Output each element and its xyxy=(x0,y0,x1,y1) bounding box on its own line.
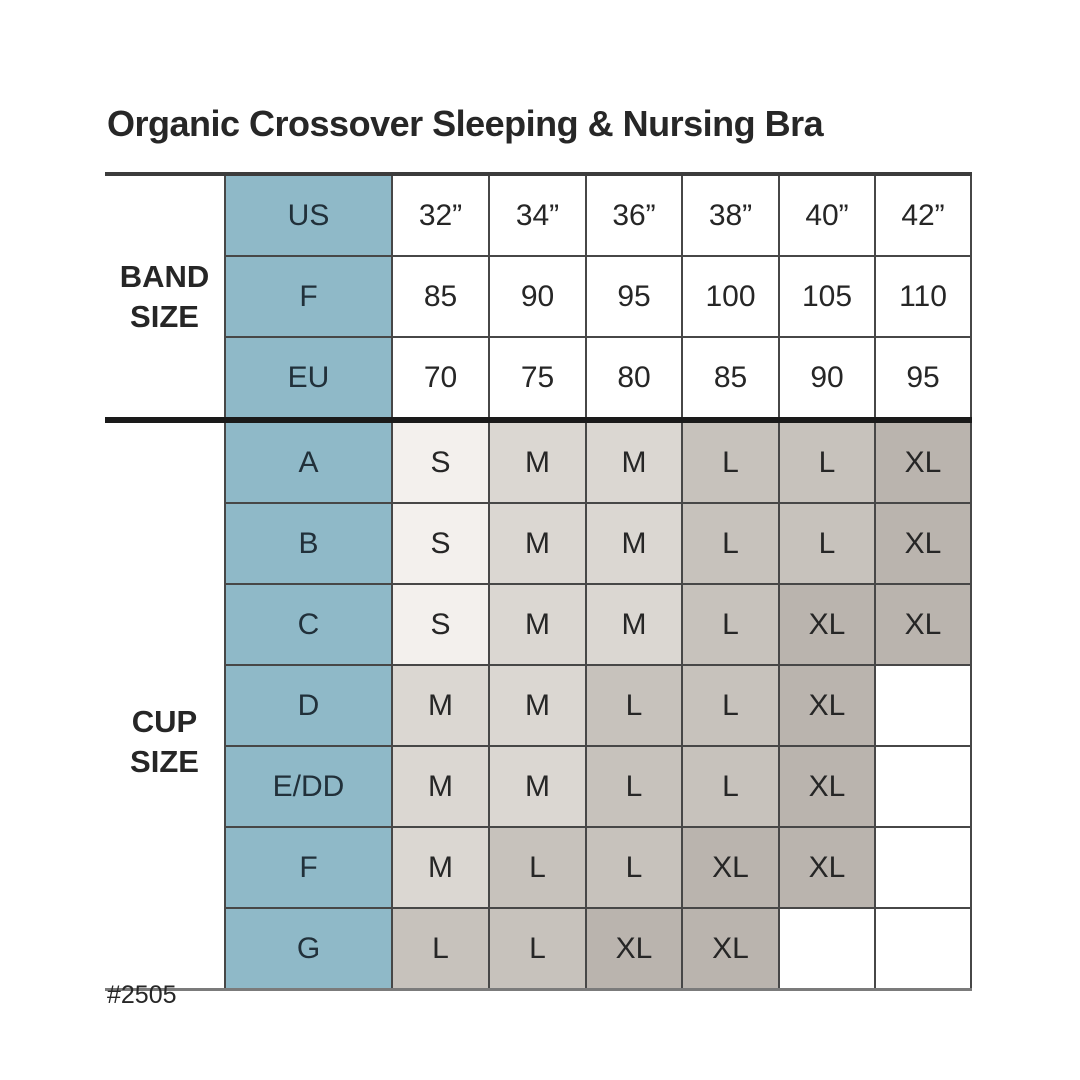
band-value-cell: 95 xyxy=(585,255,683,338)
row-label-cell: E/DD xyxy=(224,745,393,828)
cup-size-cell: M xyxy=(488,664,587,747)
band-value-cell: 95 xyxy=(874,336,972,421)
cup-size-cell: L xyxy=(681,417,780,504)
cup-size-cell xyxy=(778,907,876,991)
cup-size-cell: L xyxy=(585,664,683,747)
cup-size-cell: L xyxy=(585,826,683,909)
cup-size-cell: M xyxy=(488,417,587,504)
cup-size-cell: L xyxy=(681,745,780,828)
band-value-cell: 70 xyxy=(391,336,490,421)
cup-size-cell: M xyxy=(585,583,683,666)
cup-size-cell: XL xyxy=(778,745,876,828)
cup-size-cell: L xyxy=(488,907,587,991)
cup-size-cell: S xyxy=(391,583,490,666)
cup-size-cell: XL xyxy=(778,664,876,747)
band-value-cell: 75 xyxy=(488,336,587,421)
band-value-cell: 85 xyxy=(681,336,780,421)
row-label-cell: F xyxy=(224,826,393,909)
cup-size-cell: M xyxy=(585,502,683,585)
cup-row-f: F M L L XL XL xyxy=(105,826,972,909)
cup-size-cell: L xyxy=(391,907,490,991)
row-label-cell: US xyxy=(224,173,393,257)
band-row-eu: EU 70 75 80 85 90 95 xyxy=(105,336,972,421)
cup-size-cell xyxy=(874,745,972,828)
size-chart-table: BAND SIZE US 32” 34” 36” 38” 40” 42” F 8… xyxy=(105,172,972,991)
cup-size-cell xyxy=(874,664,972,747)
band-value-cell: 34” xyxy=(488,173,587,257)
band-value-cell: 40” xyxy=(778,173,876,257)
row-label-cell: G xyxy=(224,907,393,991)
cup-row-a: CUP SIZE A S M M L L XL xyxy=(105,417,972,990)
cup-size-cell: XL xyxy=(681,826,780,909)
row-label-cell: A xyxy=(224,417,393,504)
cup-size-cell: M xyxy=(488,502,587,585)
row-label-cell: D xyxy=(224,664,393,747)
cup-size-cell: L xyxy=(778,502,876,585)
row-label-cell: C xyxy=(224,583,393,666)
cup-size-cell: XL xyxy=(681,907,780,991)
band-value-cell: 85 xyxy=(391,255,490,338)
band-value-cell: 90 xyxy=(778,336,876,421)
cup-size-cell: M xyxy=(488,745,587,828)
cup-size-cell: XL xyxy=(585,907,683,991)
cup-size-cell: L xyxy=(681,664,780,747)
page-title: Organic Crossover Sleeping & Nursing Bra xyxy=(107,103,824,144)
row-label-cell: F xyxy=(224,255,393,338)
band-row-us: BAND SIZE US 32” 34” 36” 38” 40” 42” xyxy=(105,173,972,420)
row-label-cell: B xyxy=(224,502,393,585)
band-value-cell: 38” xyxy=(681,173,780,257)
band-value-cell: 32” xyxy=(391,173,490,257)
cup-row-c: C S M M L XL XL xyxy=(105,583,972,666)
cup-size-cell xyxy=(874,907,972,991)
cup-size-cell: XL xyxy=(874,417,972,504)
cup-size-cell: XL xyxy=(874,583,972,666)
style-number: #2505 xyxy=(107,981,177,1009)
band-value-cell: 36” xyxy=(585,173,683,257)
cup-size-section-label: CUP SIZE xyxy=(105,417,225,990)
cup-size-label-text: CUP SIZE xyxy=(130,703,199,779)
cup-size-cell: XL xyxy=(778,583,876,666)
cup-size-cell: S xyxy=(391,502,490,585)
cup-size-cell: L xyxy=(681,502,780,585)
band-value-cell: 80 xyxy=(585,336,683,421)
cup-row-edd: E/DD M M L L XL xyxy=(105,745,972,828)
band-size-label-text: BAND SIZE xyxy=(119,258,210,334)
cup-size-cell: XL xyxy=(778,826,876,909)
band-row-f: F 85 90 95 100 105 110 xyxy=(105,255,972,338)
cup-size-cell: L xyxy=(585,745,683,828)
band-value-cell: 90 xyxy=(488,255,587,338)
cup-row-d: D M M L L XL xyxy=(105,664,972,747)
cup-size-cell xyxy=(874,826,972,909)
cup-size-cell: M xyxy=(391,826,490,909)
band-value-cell: 105 xyxy=(778,255,876,338)
cup-row-g: G L L XL XL xyxy=(105,907,972,991)
cup-size-cell: L xyxy=(681,583,780,666)
band-value-cell: 100 xyxy=(681,255,780,338)
cup-size-cell: M xyxy=(391,745,490,828)
cup-size-cell: XL xyxy=(874,502,972,585)
row-label-cell: EU xyxy=(224,336,393,421)
cup-size-cell: L xyxy=(778,417,876,504)
cup-size-cell: M xyxy=(488,583,587,666)
cup-size-cell: S xyxy=(391,417,490,504)
cup-row-b: B S M M L L XL xyxy=(105,502,972,585)
cup-size-cell: M xyxy=(585,417,683,504)
cup-size-cell: M xyxy=(391,664,490,747)
band-size-section-label: BAND SIZE xyxy=(105,174,225,420)
band-value-cell: 42” xyxy=(874,173,972,257)
cup-size-cell: L xyxy=(488,826,587,909)
band-value-cell: 110 xyxy=(874,255,972,338)
